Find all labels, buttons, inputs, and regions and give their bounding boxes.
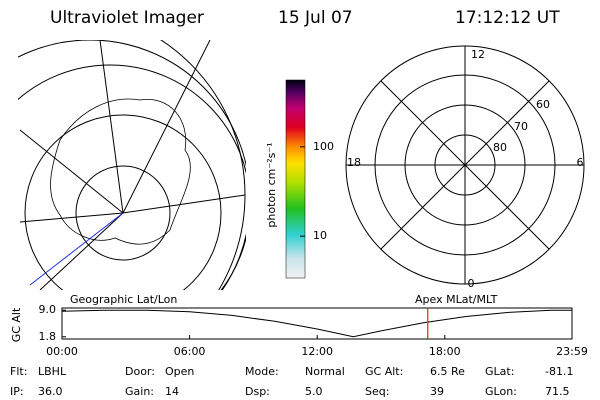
field-label: Gain: [125,385,154,398]
mlt-label: 18 [347,156,361,169]
field-value: 36.0 [38,385,63,398]
field-value: 71.5 [545,385,570,398]
orbit-track [29,212,124,286]
field-label: Flt: [10,365,27,378]
field-value: Normal [305,365,345,378]
colorbar-tick-label: 10 [313,229,327,242]
lat-label: 80 [493,141,507,154]
x-tick-label: 12:00 [301,345,333,358]
lat-circle [24,114,222,290]
altitude-line [61,309,572,338]
field-value: -81.1 [545,365,573,378]
meridian [19,129,124,214]
colorbar-tick-label: 100 [313,140,334,153]
x-tick-label: 00:00 [46,345,78,358]
colorbar-label: photon cm⁻²s⁻¹ [265,142,278,227]
lat-label: 60 [536,98,550,111]
map [18,40,246,290]
field-label: GC Alt: [365,365,403,378]
timeline-right-title: Apex MLat/MLT [415,293,498,306]
title: Ultraviolet Imager [50,8,204,28]
meridian [39,212,124,290]
time: 17:12:12 UT [455,8,560,28]
meridian [122,194,246,214]
field-value: Open [165,365,194,378]
field-value: 14 [165,385,179,398]
date: 15 Jul 07 [278,8,353,28]
field-label: GLat: [485,365,514,378]
field-label: Dsp: [245,385,270,398]
polar-grid [345,45,585,285]
mlt-label: 6 [577,156,584,169]
field-value: 5.0 [305,385,323,398]
x-tick-label: 23:59 [556,345,588,358]
lat-circle [18,64,246,290]
field-label: GLon: [485,385,517,398]
lat-label: 70 [514,120,528,133]
field-value: 39 [430,385,444,398]
coastline [50,98,191,245]
meridian [19,212,124,223]
field-label: Seq: [365,385,389,398]
lat-circle [75,165,171,261]
spoke [380,80,550,250]
field-label: Mode: [245,365,279,378]
y-tick-label: 9.0 [39,303,57,316]
colorbar [285,79,306,279]
meridian [122,40,211,214]
field-label: Door: [125,365,155,378]
x-tick-label: 18:00 [429,345,461,358]
y-tick-label: 1.8 [39,330,57,343]
x-tick-label: 06:00 [174,345,206,358]
field-value: LBHL [38,365,67,378]
meridian [99,40,124,214]
field-value: 6.5 Re [430,365,465,378]
mlt-label: 12 [471,48,485,61]
timeline-left-title: Geographic Lat/Lon [70,293,177,306]
mlt-label: 0 [468,277,475,290]
timeline-frame [61,307,573,340]
field-label: IP: [10,385,24,398]
timeline-y-label: GC Alt [10,307,23,342]
